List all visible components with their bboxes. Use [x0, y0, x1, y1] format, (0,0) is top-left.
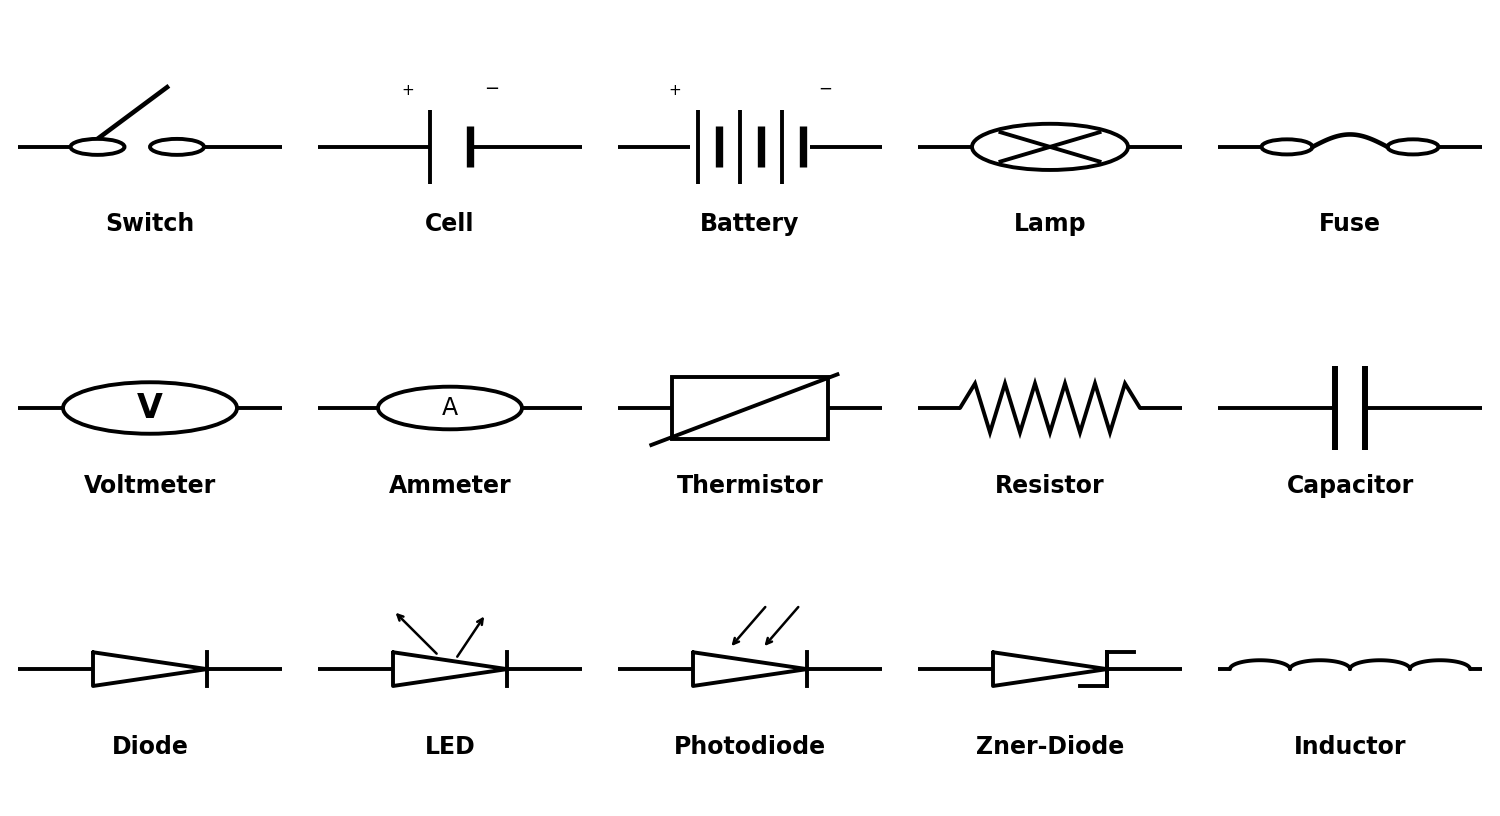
- Text: Battery: Battery: [700, 212, 800, 237]
- Ellipse shape: [1388, 140, 1438, 154]
- Text: Voltmeter: Voltmeter: [84, 473, 216, 498]
- Text: −: −: [484, 80, 500, 98]
- Ellipse shape: [378, 387, 522, 429]
- Text: Photodiode: Photodiode: [674, 734, 826, 759]
- Text: Diode: Diode: [111, 734, 189, 759]
- Text: Ammeter: Ammeter: [388, 473, 512, 498]
- Text: LED: LED: [424, 734, 476, 759]
- Text: +: +: [669, 83, 681, 98]
- Text: Resistor: Resistor: [994, 473, 1106, 498]
- Text: Zner-Diode: Zner-Diode: [976, 734, 1124, 759]
- Text: Switch: Switch: [105, 212, 195, 237]
- Text: −: −: [818, 80, 833, 98]
- Ellipse shape: [972, 124, 1128, 170]
- Text: Inductor: Inductor: [1293, 734, 1407, 759]
- Ellipse shape: [63, 382, 237, 434]
- Ellipse shape: [70, 139, 124, 155]
- Text: Fuse: Fuse: [1318, 212, 1382, 237]
- Ellipse shape: [1262, 140, 1312, 154]
- Text: V: V: [136, 392, 164, 424]
- Text: Capacitor: Capacitor: [1287, 473, 1413, 498]
- Bar: [672, 377, 828, 439]
- Text: Lamp: Lamp: [1014, 212, 1086, 237]
- Text: +: +: [402, 83, 414, 98]
- Text: A: A: [442, 396, 458, 420]
- Text: Thermistor: Thermistor: [676, 473, 824, 498]
- Ellipse shape: [150, 139, 204, 155]
- Text: Cell: Cell: [426, 212, 474, 237]
